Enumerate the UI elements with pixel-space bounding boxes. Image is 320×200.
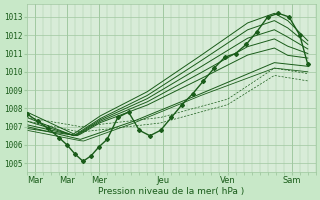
X-axis label: Pression niveau de la mer( hPa ): Pression niveau de la mer( hPa ) bbox=[98, 187, 244, 196]
